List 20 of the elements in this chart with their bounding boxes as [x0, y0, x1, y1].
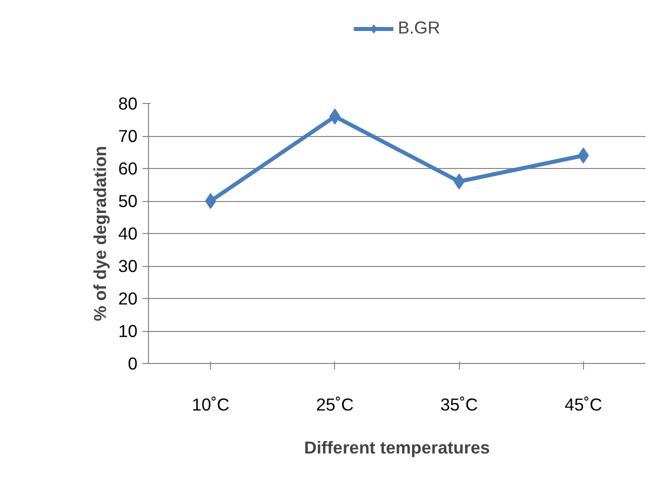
- y-tick-label: 40: [118, 224, 138, 244]
- y-tick-label: 0: [128, 354, 138, 374]
- point: [454, 174, 465, 190]
- x-tick-label: 35˚C: [440, 394, 478, 414]
- y-tick-label: 70: [118, 126, 138, 146]
- y-tick-label: 50: [118, 191, 138, 211]
- point: [205, 193, 216, 209]
- x-tick-label: 45˚C: [564, 394, 602, 414]
- point: [578, 148, 589, 164]
- y-tick-label: 30: [118, 256, 138, 276]
- point: [329, 108, 340, 124]
- y-tick-label: 60: [118, 158, 138, 178]
- y-axis-title: % of dye degradation: [90, 146, 110, 322]
- x-axis-title: Different temperatures: [304, 438, 490, 458]
- y-tick-label: 10: [118, 321, 138, 341]
- x-tick-label: 10˚C: [192, 394, 230, 414]
- x-tick-label: 25˚C: [316, 394, 354, 414]
- y-tick-label: 80: [118, 94, 138, 114]
- y-tick-label: 20: [118, 288, 138, 308]
- legend-label: B.GR: [398, 18, 440, 38]
